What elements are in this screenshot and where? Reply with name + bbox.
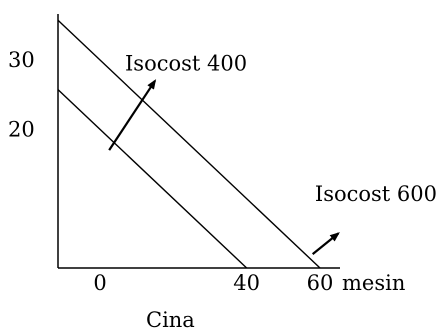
x-tick-label-60: 60 bbox=[307, 271, 334, 295]
x-axis-sublabel: Cina bbox=[146, 308, 195, 332]
axes bbox=[57, 14, 340, 269]
annotation-layer: Isocost 400 Isocost 600 bbox=[108, 51, 437, 255]
y-tick-label-20: 20 bbox=[8, 117, 35, 141]
annotation-arrow-1 bbox=[108, 79, 157, 151]
isocost-line-2 bbox=[57, 19, 321, 269]
annotation-arrow-2 bbox=[311, 232, 340, 255]
tick-label-layer: 30 20 0 40 60 bbox=[8, 48, 333, 295]
x-tick-label-40: 40 bbox=[233, 271, 260, 295]
annotation-label-2: Isocost 600 bbox=[315, 182, 437, 206]
y-tick-label-30: 30 bbox=[8, 48, 35, 72]
isocost-line-1 bbox=[57, 89, 248, 269]
series-layer bbox=[57, 19, 321, 269]
x-axis-label: mesin bbox=[342, 271, 405, 295]
annotation-label-1: Isocost 400 bbox=[125, 51, 247, 75]
x-tick-label-0: 0 bbox=[93, 271, 106, 295]
